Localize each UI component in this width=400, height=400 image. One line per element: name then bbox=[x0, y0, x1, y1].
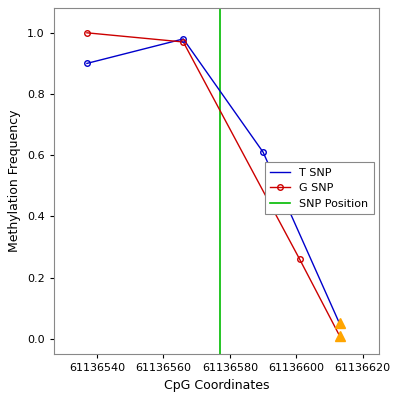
X-axis label: CpG Coordinates: CpG Coordinates bbox=[164, 379, 269, 392]
Y-axis label: Methylation Frequency: Methylation Frequency bbox=[8, 110, 21, 252]
Legend: T SNP, G SNP, SNP Position: T SNP, G SNP, SNP Position bbox=[265, 162, 374, 214]
